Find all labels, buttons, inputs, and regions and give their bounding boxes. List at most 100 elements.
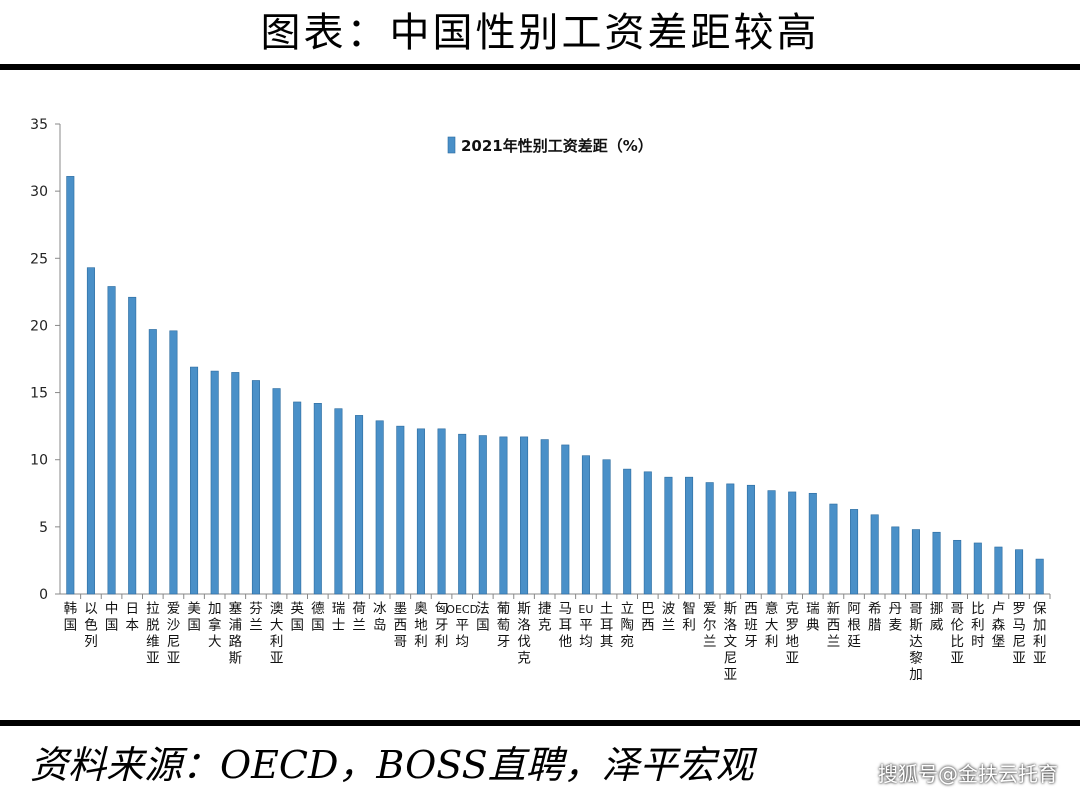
bar	[231, 372, 240, 595]
bar-chart: 0 5 10 15 20 25 30 35 韩国 以色列 中国 日本 拉脱维亚 爱沙尼亚 美国 加拿大 塞浦路斯…	[0, 72, 1080, 718]
x-tick-label: OECD 平均	[446, 603, 478, 650]
x-tick-label: 土耳其	[600, 601, 614, 650]
bar	[932, 531, 941, 595]
bar	[437, 428, 446, 595]
bar	[355, 415, 364, 595]
x-tick-label: EU 平均	[578, 603, 593, 650]
y-tick-label: 25	[30, 251, 48, 267]
bar	[561, 444, 570, 595]
x-tick-label: 拉脱维亚	[146, 601, 160, 667]
x-tick-label: 克罗地亚	[785, 601, 799, 667]
bar	[891, 526, 900, 595]
x-tick-label: 阿根廷	[847, 601, 861, 650]
bar	[973, 542, 982, 595]
bar	[520, 436, 529, 595]
bar	[107, 286, 116, 595]
bar	[478, 435, 487, 595]
x-tick-label: 瑞士	[332, 601, 346, 634]
x-tick-label: 日本	[125, 601, 139, 634]
bar	[581, 455, 590, 595]
y-tick-label: 35	[30, 117, 48, 133]
chart-svg: 0 5 10 15 20 25 30 35 韩国以色列中国日本拉脱维亚爱沙尼亚美国加拿大塞浦路斯…	[30, 117, 1051, 683]
x-tick-label: 冰岛	[373, 601, 387, 634]
watermark-text: 搜狐号@金扶云托育	[878, 762, 1058, 786]
bar	[86, 267, 95, 595]
y-tick-label: 10	[30, 453, 48, 469]
x-tick-label: 卢森堡	[992, 601, 1006, 650]
bar	[210, 370, 219, 595]
bar	[808, 492, 817, 595]
bar	[128, 296, 137, 595]
bar	[911, 529, 920, 595]
x-tick-label: 罗马尼亚	[1012, 601, 1026, 667]
x-tick-label: 芬兰	[249, 601, 263, 634]
x-tick-label: 奥地利	[414, 600, 428, 650]
bar	[416, 428, 425, 595]
x-tick-label: 立陶宛	[620, 601, 634, 650]
x-tick-label: 希腊	[868, 601, 882, 634]
bar	[705, 482, 714, 595]
bar	[767, 490, 776, 595]
bar	[190, 366, 199, 595]
x-tick-label: 韩国	[64, 601, 78, 634]
x-tick-label: 德国	[311, 601, 325, 634]
x-tick-label: 法国	[476, 601, 490, 634]
bar	[251, 380, 260, 595]
source-note: 资料来源：OECD，BOSS直聘，泽平宏观	[30, 743, 754, 787]
x-tick-label: 匈牙利	[435, 601, 449, 650]
x-tick-label: 西班牙	[744, 601, 758, 650]
x-tick-label: 丹麦	[889, 601, 903, 634]
x-tick-label: 捷克	[538, 601, 552, 634]
x-tick-label: 墨西哥	[394, 601, 408, 650]
x-tick-label: 爱尔兰	[703, 601, 717, 650]
x-tick-label: 巴西	[641, 601, 655, 634]
x-tick-label: 葡萄牙	[497, 601, 511, 650]
bar	[623, 468, 632, 595]
bar	[499, 436, 508, 595]
bar	[829, 503, 838, 595]
bar	[953, 539, 962, 595]
x-tick-label: 斯洛文尼亚	[724, 601, 738, 683]
x-tick-label: 爱沙尼亚	[167, 601, 181, 667]
bar	[685, 476, 694, 595]
x-tick-label: 哥斯达黎加	[909, 601, 923, 683]
bar	[66, 176, 75, 595]
bar	[313, 403, 322, 595]
header-rule	[0, 64, 1080, 70]
y-tick-label: 5	[39, 520, 48, 536]
x-tick-label: 荷兰	[352, 601, 366, 634]
bar	[788, 491, 797, 595]
x-tick-label: 智利	[682, 601, 696, 634]
y-tick-label: 20	[30, 318, 48, 334]
bar	[643, 471, 652, 595]
x-tick-label: 塞浦路斯	[229, 600, 243, 667]
x-tick-label: 哥伦比亚	[950, 601, 964, 667]
bar	[540, 439, 549, 595]
y-tick-label: 15	[30, 386, 48, 402]
bar	[850, 509, 859, 595]
x-tick-label: 比利时	[971, 601, 985, 650]
bar	[458, 433, 467, 595]
x-tick-label: 斯洛伐克	[517, 601, 531, 667]
x-tick-label: 保加利亚	[1033, 601, 1047, 667]
bar	[746, 484, 755, 595]
x-tick-label: 波兰	[662, 601, 676, 634]
bar	[726, 483, 735, 595]
x-tick-label: 意大利	[765, 600, 779, 650]
bar	[375, 420, 384, 595]
legend-label: 2021年性别工资差距（%）	[461, 137, 653, 155]
page-title: 图表：中国性别工资差距较高	[260, 10, 820, 56]
x-tick-label: 挪威	[930, 601, 944, 634]
bar	[169, 330, 178, 595]
bar	[870, 514, 879, 595]
bar	[148, 329, 157, 595]
x-tick-label: 加拿大	[208, 601, 222, 650]
y-tick-label: 0	[39, 587, 48, 603]
legend-swatch	[447, 136, 456, 154]
footer-rule	[0, 720, 1080, 726]
bar	[293, 401, 302, 595]
x-tick-label: 中国	[105, 601, 119, 634]
bar	[994, 546, 1003, 595]
y-tick-label: 30	[30, 184, 48, 200]
x-tick-label: 马耳他	[559, 601, 573, 650]
